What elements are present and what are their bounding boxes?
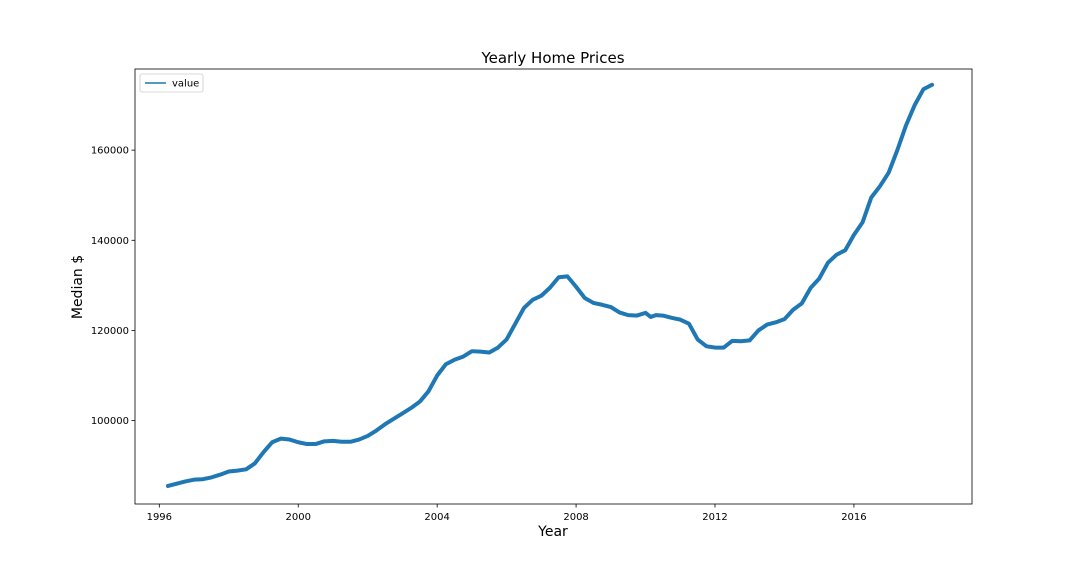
- x-axis: 1996 2000 2004 2008 2012 2016: [147, 504, 867, 523]
- x-axis-label: Year: [537, 524, 568, 540]
- chart-title: Yearly Home Prices: [480, 49, 624, 67]
- y-tick-label: 160000: [91, 146, 129, 157]
- plot-area: [134, 68, 973, 505]
- x-tick-label: 2012: [702, 512, 727, 523]
- y-tick-label: 100000: [91, 416, 129, 427]
- legend-label-value: value: [172, 79, 199, 90]
- series-line-value: [165, 82, 935, 488]
- legend: value: [139, 73, 204, 93]
- y-tick-label: 120000: [91, 326, 129, 337]
- y-axis: 100000 120000 140000 160000: [91, 146, 135, 427]
- x-tick-label: 2000: [286, 512, 311, 523]
- x-tick-label: 2004: [424, 512, 449, 523]
- y-tick-label: 140000: [91, 236, 129, 247]
- x-tick-label: 2016: [841, 512, 866, 523]
- x-tick-label: 1996: [147, 512, 172, 523]
- y-axis-label: Median $: [70, 255, 86, 319]
- series-layer: [165, 82, 935, 488]
- x-tick-label: 2008: [563, 512, 588, 523]
- legend-box: [139, 73, 204, 93]
